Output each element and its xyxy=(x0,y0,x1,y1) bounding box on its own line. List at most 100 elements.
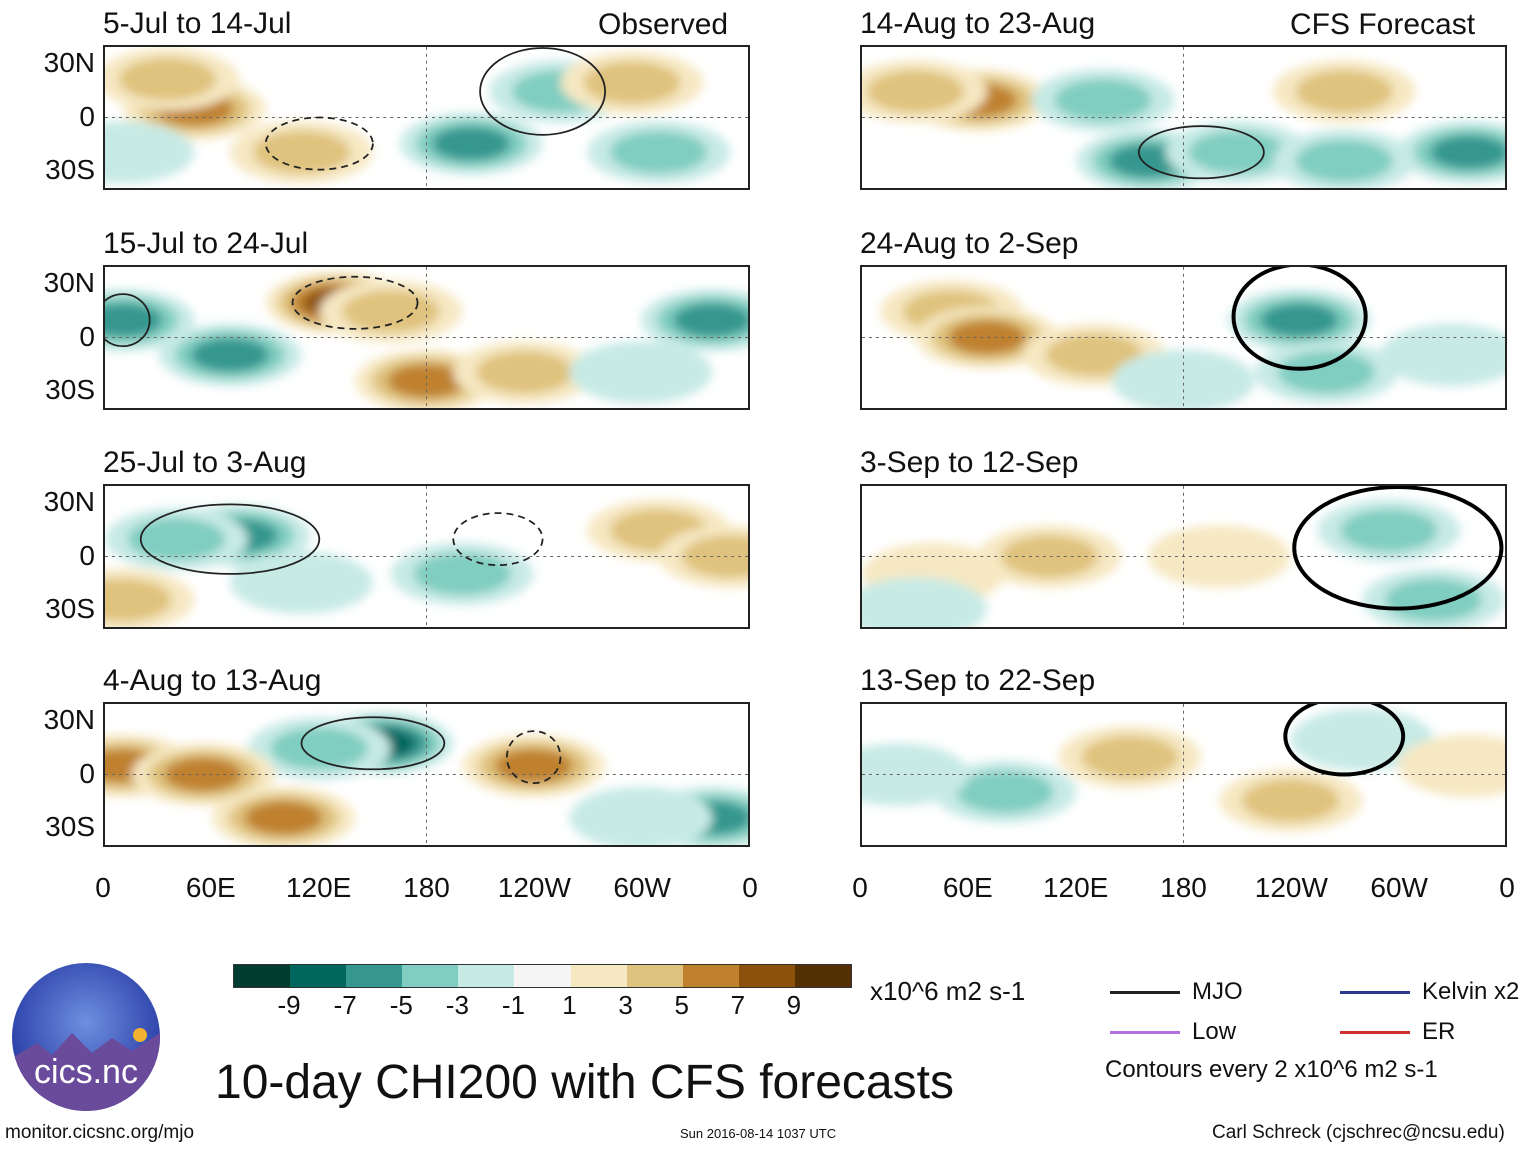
lon-label: 0 xyxy=(95,872,111,903)
legend-label: Kelvin x2 xyxy=(1422,978,1520,1005)
anomaly-region xyxy=(1260,303,1339,338)
colorbar-cell xyxy=(234,965,291,987)
colorbar-tick: 5 xyxy=(674,990,689,1020)
anomaly-region xyxy=(956,770,1054,814)
lat-label: 0 xyxy=(79,320,95,352)
timestamp: Sun 2016-08-14 1037 UTC xyxy=(680,1126,837,1141)
colorbar-tick: -1 xyxy=(501,990,526,1020)
anomaly-region xyxy=(610,130,708,174)
lon-label: 0 xyxy=(742,872,758,903)
author: Carl Schreck (cjschrec@ncsu.edu) xyxy=(1212,1122,1505,1143)
colorbar-cell xyxy=(458,965,515,987)
lon-label: 60E xyxy=(185,872,236,903)
lat-label: 0 xyxy=(79,539,95,571)
anomaly-region xyxy=(1000,535,1099,578)
colorbar-cell xyxy=(346,965,403,987)
positive-contour xyxy=(1137,125,1265,180)
colorbar-tick: -9 xyxy=(277,990,301,1020)
anomaly-region xyxy=(583,61,681,105)
anomaly-region xyxy=(867,70,965,113)
colorbar xyxy=(233,964,852,988)
lon-label: 60W xyxy=(613,872,671,903)
panel-title: 14-Aug to 23-Aug xyxy=(860,7,1096,40)
anomaly-region xyxy=(476,350,574,394)
positive-contour xyxy=(139,503,321,575)
lat-label: 30S xyxy=(45,593,95,625)
anomaly-region xyxy=(1397,734,1540,798)
lat-label: 30N xyxy=(43,266,95,298)
colorbar-tick: -5 xyxy=(389,990,413,1020)
colorbar-tick: 1 xyxy=(562,990,577,1020)
anomaly-region xyxy=(413,552,511,596)
lon-label: 120E xyxy=(1042,872,1109,903)
colorbar-tick: 7 xyxy=(730,990,746,1020)
figure-title: 10-day CHI200 with CFS forecasts xyxy=(215,1056,954,1109)
map-panel xyxy=(844,45,1540,193)
legend-kelvin: Kelvin x2 xyxy=(1340,978,1519,1006)
panel-title: 24-Aug to 2-Sep xyxy=(860,227,1079,260)
anomaly-region xyxy=(1081,735,1179,779)
cics-logo: cics.nc xyxy=(12,963,160,1111)
anomaly-region xyxy=(1384,578,1483,622)
lon-label: 180 xyxy=(1160,872,1207,903)
map-panel xyxy=(51,484,802,632)
svg-text:cics.nc: cics.nc xyxy=(34,1053,138,1091)
anomaly-region xyxy=(230,551,373,614)
legend-er: ER xyxy=(1340,1018,1455,1046)
legend-label: MJO xyxy=(1192,978,1243,1005)
map-panel xyxy=(860,262,1523,413)
anomaly-region xyxy=(432,126,510,161)
anomaly-region xyxy=(1379,323,1523,387)
lat-label: 30N xyxy=(43,46,95,78)
colorbar-cell xyxy=(626,965,684,987)
anomaly-region xyxy=(127,517,226,561)
anomaly-region xyxy=(244,800,323,835)
lat-label: 30S xyxy=(45,374,95,406)
lat-label: 30S xyxy=(45,811,95,843)
anomaly-region xyxy=(569,786,713,850)
anomaly-region xyxy=(1340,509,1438,552)
map-panel xyxy=(844,484,1507,640)
mjo-contour xyxy=(1292,485,1504,611)
lon-label: 0 xyxy=(1499,872,1515,903)
map-panel xyxy=(51,45,750,190)
lat-label: 30N xyxy=(43,485,95,517)
lat-label: 30N xyxy=(43,703,95,735)
colorbar-cell xyxy=(514,965,572,987)
anomaly-region xyxy=(569,340,713,404)
colorbar-cell xyxy=(682,965,740,987)
anomaly-region xyxy=(191,337,269,372)
anomaly-region xyxy=(1054,78,1152,122)
lon-label: 60W xyxy=(1370,872,1428,903)
colorbar-tick: -3 xyxy=(445,990,469,1020)
observed-label: Observed xyxy=(598,8,729,41)
anomaly-region xyxy=(270,727,368,770)
anomaly-region xyxy=(1242,779,1340,822)
contour-note: Contours every 2 x10^6 m2 s-1 xyxy=(1105,1056,1438,1083)
lon-label: 0 xyxy=(852,872,868,903)
anomaly-region xyxy=(1112,349,1255,413)
source-url[interactable]: monitor.cicsnc.org/mjo xyxy=(5,1122,195,1143)
colorbar-cell xyxy=(794,965,852,987)
anomaly-region xyxy=(1430,135,1509,170)
colorbar-tick: -7 xyxy=(333,990,357,1020)
anomaly-region xyxy=(948,320,1026,355)
panel-title: 3-Sep to 12-Sep xyxy=(860,446,1079,479)
colorbar-cell xyxy=(402,965,459,987)
panel-title: 15-Jul to 24-Jul xyxy=(103,227,309,260)
anomaly-region xyxy=(1045,333,1143,377)
lon-label: 180 xyxy=(403,872,450,903)
map-panel xyxy=(51,702,784,850)
panel-title: 13-Sep to 22-Sep xyxy=(860,664,1096,697)
lon-label: 120W xyxy=(1254,872,1328,903)
lat-label: 0 xyxy=(79,757,95,789)
anomaly-region xyxy=(387,363,466,398)
colorbar-cell xyxy=(290,965,347,987)
lat-label: 30S xyxy=(45,154,95,186)
negative-contour xyxy=(291,275,419,330)
panel-title: 25-Jul to 3-Aug xyxy=(103,446,307,479)
mountain-icon: cics.nc xyxy=(12,1028,160,1111)
colorbar-cell xyxy=(738,965,796,987)
lon-label: 60E xyxy=(942,872,993,903)
lon-label: 120W xyxy=(497,872,571,903)
